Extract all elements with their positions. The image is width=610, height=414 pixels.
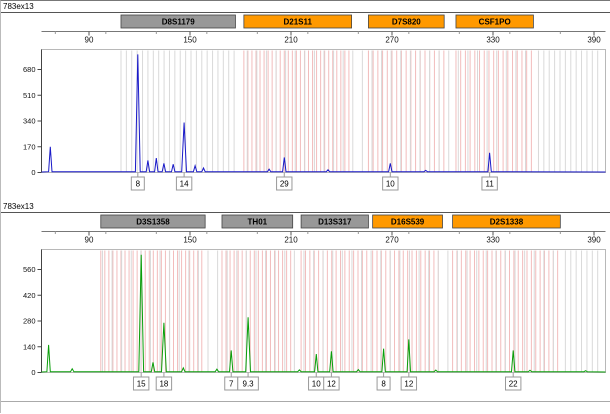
marker-name: D3S1358 <box>136 218 170 227</box>
allele-label-D3S1358-15[interactable] <box>132 376 150 391</box>
y-tick-label: 680 <box>23 65 36 74</box>
marker-name: D2S1338 <box>490 218 524 227</box>
marker-header-D8S1179[interactable] <box>120 14 236 29</box>
y-axis: 0 140 280 420 560 <box>23 249 42 377</box>
x-tick-label: 150 <box>183 36 197 45</box>
marker-header-row: D8S1179 D21S11 D7S820 CSF1PO <box>120 14 534 29</box>
allele-call: 22 <box>509 380 518 389</box>
marker-name: D21S11 <box>283 18 312 27</box>
x-tick-label: 270 <box>385 36 399 45</box>
marker-header-D7S820[interactable] <box>368 14 445 29</box>
marker-header-D13S317[interactable] <box>300 214 369 229</box>
marker-header-D16S539[interactable] <box>372 214 443 229</box>
y-tick-label: 170 <box>23 142 36 151</box>
marker-header-TH01[interactable] <box>221 214 294 229</box>
allele-call: 11 <box>485 180 494 189</box>
x-tick-label: 90 <box>85 36 94 45</box>
x-tick-label: 330 <box>486 236 500 245</box>
allele-call-row: 8 14 29 10 11 <box>130 172 498 191</box>
size-ruler: 90 150 210 270 330 390 <box>41 231 606 245</box>
y-tick-label: 510 <box>23 91 36 100</box>
allele-label-D2S1338-22[interactable] <box>505 376 522 391</box>
allele-call: 7 <box>229 380 234 389</box>
marker-header-row: D3S1358 TH01 D13S317 D16S539 D2S1338 <box>100 214 561 229</box>
allele-call: 8 <box>136 180 141 189</box>
allele-label-D8S1179-14[interactable] <box>175 176 193 191</box>
allele-bin-lines <box>100 250 599 372</box>
allele-call: 14 <box>180 180 189 189</box>
electropherogram-bottom: 90 150 210 270 330 390 0 140 280 420 560 D3S1358 TH0… <box>1 212 610 402</box>
allele-call: 12 <box>404 380 413 389</box>
marker-name: D13S317 <box>318 218 352 227</box>
y-tick-label: 140 <box>23 342 36 351</box>
x-tick-label: 210 <box>284 36 298 45</box>
x-tick-label: 390 <box>587 236 601 245</box>
dye-trace <box>41 54 606 173</box>
y-tick-label: 0 <box>31 368 35 377</box>
y-tick-label: 560 <box>23 265 36 274</box>
y-tick-label: 420 <box>23 291 36 300</box>
allele-label-D3S1358-18[interactable] <box>155 376 173 391</box>
allele-label-D16S539-8[interactable] <box>376 376 391 391</box>
sample-name-bottom: 783ex13 <box>3 202 34 211</box>
allele-label-D13S317-12[interactable] <box>323 376 340 391</box>
marker-header-D2S1338[interactable] <box>452 214 561 229</box>
allele-call: 29 <box>280 180 289 189</box>
marker-header-D3S1358[interactable] <box>100 214 206 229</box>
y-tick-label: 0 <box>31 168 35 177</box>
allele-call: 10 <box>386 180 395 189</box>
marker-name: TH01 <box>248 218 268 227</box>
electropherogram-top: 90 150 210 270 330 390 0 170 340 510 680 D8S1179 D21… <box>1 12 610 191</box>
allele-label-D8S1179-8[interactable] <box>130 176 145 191</box>
y-axis: 0 170 340 510 680 <box>23 49 42 177</box>
y-tick-label: 340 <box>23 117 36 126</box>
x-tick-label: 390 <box>587 36 601 45</box>
allele-label-D16S539-12[interactable] <box>400 376 418 391</box>
sample-name-top: 783ex13 <box>3 2 34 11</box>
x-tick-label: 150 <box>183 236 197 245</box>
allele-call: 9.3 <box>243 380 255 389</box>
allele-call-row: 15 18 7 9.3 10 12 8 12 22 <box>132 372 522 391</box>
panel-bottom: 783ex13 90 150 210 270 330 390 0 140 280 420 560 D3… <box>1 201 610 414</box>
dye-trace <box>41 254 606 373</box>
allele-call: 18 <box>159 380 168 389</box>
y-tick-label: 280 <box>23 317 36 326</box>
x-tick-label: 90 <box>85 236 94 245</box>
x-tick-label: 210 <box>284 236 298 245</box>
allele-call: 10 <box>312 380 321 389</box>
allele-label-D7S820-10[interactable] <box>382 176 399 191</box>
allele-call: 12 <box>327 380 336 389</box>
marker-header-CSF1PO[interactable] <box>455 14 534 29</box>
marker-name: D7S820 <box>392 18 421 27</box>
marker-name: CSF1PO <box>479 18 511 27</box>
marker-header-D21S11[interactable] <box>243 14 352 29</box>
allele-label-TH01-9.3[interactable] <box>237 376 259 391</box>
allele-label-D21S11-29[interactable] <box>276 176 293 191</box>
marker-name: D8S1179 <box>162 18 195 27</box>
allele-call: 8 <box>381 380 386 389</box>
size-ruler: 90 150 210 270 330 390 <box>41 31 606 45</box>
allele-label-CSF1PO-11[interactable] <box>481 176 498 191</box>
panel-top: 783ex13 90 150 210 270 330 390 0 170 340 510 680 D8… <box>1 1 610 201</box>
x-tick-label: 330 <box>486 36 500 45</box>
x-tick-label: 270 <box>385 236 399 245</box>
marker-name: D16S539 <box>391 218 425 227</box>
allele-bin-lines <box>120 50 599 172</box>
allele-call: 15 <box>137 380 146 389</box>
